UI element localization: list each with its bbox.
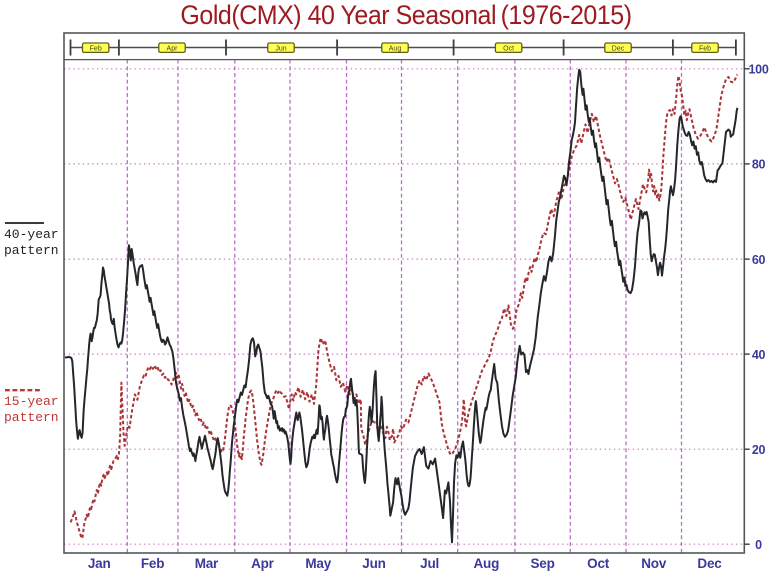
svg-text:Jun: Jun bbox=[362, 556, 385, 571]
svg-text:80: 80 bbox=[752, 158, 766, 172]
svg-text:Oct: Oct bbox=[587, 556, 610, 571]
svg-text:0: 0 bbox=[755, 538, 762, 552]
svg-text:Dec: Dec bbox=[697, 556, 722, 571]
svg-text:Aug: Aug bbox=[389, 46, 402, 53]
svg-text:Oct: Oct bbox=[503, 46, 514, 53]
svg-text:Feb: Feb bbox=[141, 556, 164, 571]
svg-text:Feb: Feb bbox=[90, 46, 102, 53]
svg-text:Nov: Nov bbox=[641, 556, 667, 571]
svg-text:20: 20 bbox=[752, 443, 766, 457]
svg-text:Apr: Apr bbox=[167, 46, 179, 53]
svg-text:60: 60 bbox=[752, 253, 766, 267]
svg-text:Jun: Jun bbox=[275, 46, 286, 53]
svg-text:Aug: Aug bbox=[473, 556, 499, 571]
svg-text:Jul: Jul bbox=[420, 556, 439, 571]
svg-text:100: 100 bbox=[749, 63, 769, 77]
svg-text:Sep: Sep bbox=[531, 556, 555, 571]
svg-text:Feb: Feb bbox=[699, 46, 711, 53]
svg-text:40: 40 bbox=[752, 348, 766, 362]
svg-text:Mar: Mar bbox=[195, 556, 219, 571]
svg-text:Jan: Jan bbox=[88, 556, 111, 571]
svg-text:Dec: Dec bbox=[612, 46, 625, 53]
svg-text:Apr: Apr bbox=[251, 556, 275, 571]
svg-text:May: May bbox=[305, 556, 331, 571]
